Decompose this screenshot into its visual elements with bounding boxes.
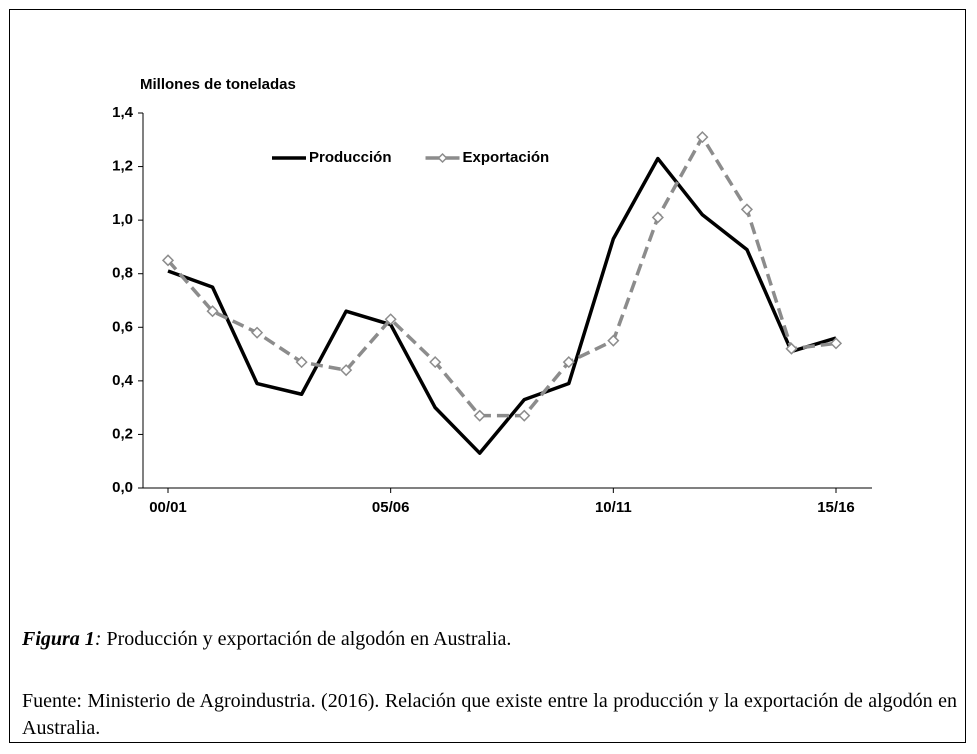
series-marker [785,342,798,355]
legend-label: Exportación [463,149,550,166]
source: Fuente: Ministerio de Agroindustria. (20… [22,690,957,739]
series-line [167,156,837,455]
y-tick-label: 0,0 [112,479,133,496]
y-tick-label: 1,2 [112,158,133,175]
series-marker [651,211,664,224]
series-marker [473,409,486,422]
y-tick-label: 1,4 [112,104,134,121]
x-tick-label: 05/06 [372,499,410,516]
y-tick-label: 1,0 [112,211,133,228]
y-tick-label: 0,6 [112,318,133,335]
caption: Figura 1: Producción y exportación de al… [22,628,957,651]
caption-text: Producción y exportación de algodón en A… [101,628,512,650]
legend-label: Producción [309,149,392,166]
y-axis-label: Millones de toneladas [140,76,296,93]
series-marker [251,326,264,339]
series-marker [740,203,753,216]
series-marker [607,334,620,347]
series-marker [206,305,219,318]
series-marker [429,356,442,369]
series-marker [161,254,175,267]
legend-marker [437,152,448,164]
frame [9,9,966,743]
series-marker [829,337,843,350]
y-tick-label: 0,2 [112,425,133,442]
series-marker [340,364,353,377]
series-marker [384,313,397,326]
x-tick-label: 10/11 [595,499,632,516]
series-line [166,135,837,418]
x-tick-label: 00/01 [149,499,187,516]
chart: Millones de toneladas 0,0 0,2 0,4 0,6 0,8 1,0… [112,76,872,516]
caption-separator: : [94,628,102,650]
series-marker [562,356,575,369]
series-marker [696,131,709,144]
x-tick-label: 15/16 [817,499,855,516]
series-marker [295,356,308,369]
y-tick-label: 0,4 [112,372,134,389]
caption-label: Figura 1 [22,628,95,650]
series-marker [518,409,531,422]
y-tick-label: 0,8 [112,265,133,282]
